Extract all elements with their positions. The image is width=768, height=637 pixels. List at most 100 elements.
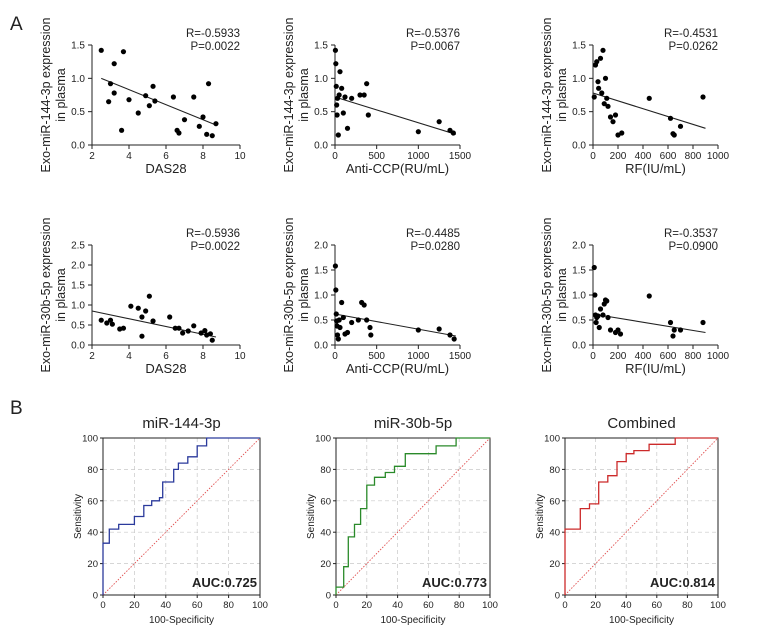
x-tick-label: 800 xyxy=(685,351,702,362)
y-tick-label: 1.0 xyxy=(71,301,85,312)
data-point xyxy=(607,327,614,333)
y-tick-label: 60 xyxy=(549,496,560,507)
data-point xyxy=(595,79,601,85)
x-tick-label: 400 xyxy=(635,351,652,362)
x-tick-label: 500 xyxy=(368,151,385,162)
data-point xyxy=(596,324,602,331)
y-tick-label: 40 xyxy=(87,528,98,539)
y-tick-label: 1.5 xyxy=(71,41,85,52)
x-tick-label: 100 xyxy=(252,600,268,611)
x-tick-label: 1500 xyxy=(449,351,472,362)
y-tick-label: 1.0 xyxy=(572,74,586,85)
data-point xyxy=(601,101,607,107)
data-point xyxy=(368,332,374,338)
y-tick-label: 60 xyxy=(87,496,98,507)
x-tick-label: 10 xyxy=(234,151,246,162)
data-point xyxy=(617,331,624,337)
data-point xyxy=(120,49,127,55)
x-tick-label: 200 xyxy=(610,351,627,362)
data-point xyxy=(600,312,606,318)
y-axis-title-line: Exo-miR-144-3p expression xyxy=(282,17,296,172)
data-point xyxy=(671,327,677,333)
correlation-r: R=-0.5936 xyxy=(186,228,240,240)
data-point xyxy=(135,110,141,116)
plot-frame xyxy=(564,437,719,596)
x-tick-label: 1000 xyxy=(407,351,430,362)
reference-diagonal xyxy=(335,437,491,596)
auc-label: AUC:0.773 xyxy=(422,575,487,590)
data-point xyxy=(209,337,215,343)
data-point xyxy=(607,114,614,120)
x-axis-title: RF(IU/mL) xyxy=(625,161,686,176)
panel-label-a: A xyxy=(10,14,23,35)
data-point xyxy=(332,263,339,269)
y-axis-title: Exo-miR-144-3p expressionin plasma xyxy=(39,17,68,172)
x-tick-label: 200 xyxy=(610,151,627,162)
data-point xyxy=(167,314,173,320)
y-tick-label: 0.0 xyxy=(71,141,85,152)
data-point xyxy=(120,325,127,331)
x-tick-label: 1000 xyxy=(407,151,430,162)
x-tick-label: 0 xyxy=(100,600,105,611)
data-point xyxy=(150,318,156,324)
data-point xyxy=(364,81,370,87)
regression-line xyxy=(334,313,456,337)
y-axis-title: Sensitivity xyxy=(73,494,84,539)
y-tick-label: 40 xyxy=(549,528,560,539)
data-point xyxy=(337,324,343,331)
data-point xyxy=(335,132,341,138)
x-tick-label: 100 xyxy=(710,600,726,611)
x-tick-label: 40 xyxy=(621,600,632,611)
y-tick-label: 0.0 xyxy=(572,341,586,352)
y-tick-label: 1.5 xyxy=(314,266,328,277)
x-tick-label: 40 xyxy=(161,600,172,611)
data-point xyxy=(340,110,346,116)
data-point xyxy=(677,123,684,129)
plot-frame xyxy=(335,437,491,596)
data-point xyxy=(615,327,621,333)
y-tick-label: 80 xyxy=(320,465,331,476)
y-tick-label: 0.5 xyxy=(572,107,586,118)
data-point xyxy=(191,94,197,100)
data-point xyxy=(109,321,115,327)
y-tick-label: 2.5 xyxy=(71,241,85,252)
x-tick-label: 60 xyxy=(423,600,434,611)
data-point xyxy=(191,323,197,329)
x-axis-title: RF(IU/mL) xyxy=(625,361,686,376)
x-tick-label: 0 xyxy=(332,151,338,162)
x-tick-label: 40 xyxy=(392,600,403,611)
y-axis-title: Exo-miR-144-3p expressionin plasma xyxy=(282,17,311,172)
scatter-plot-4: 2 4 6 8 10 0.0 0.5 1.0 1.5 2.0 2.5 DAS28 Exo-miR-30b… xyxy=(39,217,246,376)
roc-curve xyxy=(102,437,260,595)
data-point xyxy=(204,131,210,137)
y-tick-label: 0 xyxy=(326,591,331,602)
data-point xyxy=(98,317,104,323)
data-point xyxy=(700,94,706,100)
data-point xyxy=(106,99,112,105)
scatter-plot-6: 0 200 400 600 800 1000 0.0 0.5 1.0 1.5 2.0 RF(IU/mL… xyxy=(540,217,730,376)
data-point xyxy=(646,293,652,299)
data-point xyxy=(596,85,602,91)
data-point xyxy=(591,264,597,271)
x-tick-label: 2 xyxy=(89,351,95,362)
x-tick-label: 1000 xyxy=(707,351,730,362)
y-axis-title-line: Exo-miR-30b-5p expression xyxy=(540,217,554,372)
y-tick-label: 1.0 xyxy=(71,74,85,85)
data-point xyxy=(450,130,456,136)
data-point xyxy=(332,47,339,53)
x-tick-label: 80 xyxy=(454,600,465,611)
y-axis-title: Sensitivity xyxy=(306,494,317,539)
y-axis-title-line: Exo-miR-144-3p expression xyxy=(39,17,53,172)
data-point xyxy=(202,328,208,334)
data-point xyxy=(344,125,351,131)
x-tick-label: 0 xyxy=(333,600,338,611)
regression-line xyxy=(592,92,706,129)
data-point xyxy=(198,330,204,336)
y-tick-label: 0.5 xyxy=(314,107,328,118)
x-tick-label: 600 xyxy=(660,151,677,162)
x-tick-label: 8 xyxy=(200,351,206,362)
data-point xyxy=(670,333,676,339)
scatter-plot-5: 0 500 1000 1500 0.0 0.5 1.0 1.5 2.0 Anti-CCP(RU/m… xyxy=(282,217,472,376)
correlation-p: P=0.0022 xyxy=(190,241,240,253)
data-point xyxy=(597,55,604,61)
